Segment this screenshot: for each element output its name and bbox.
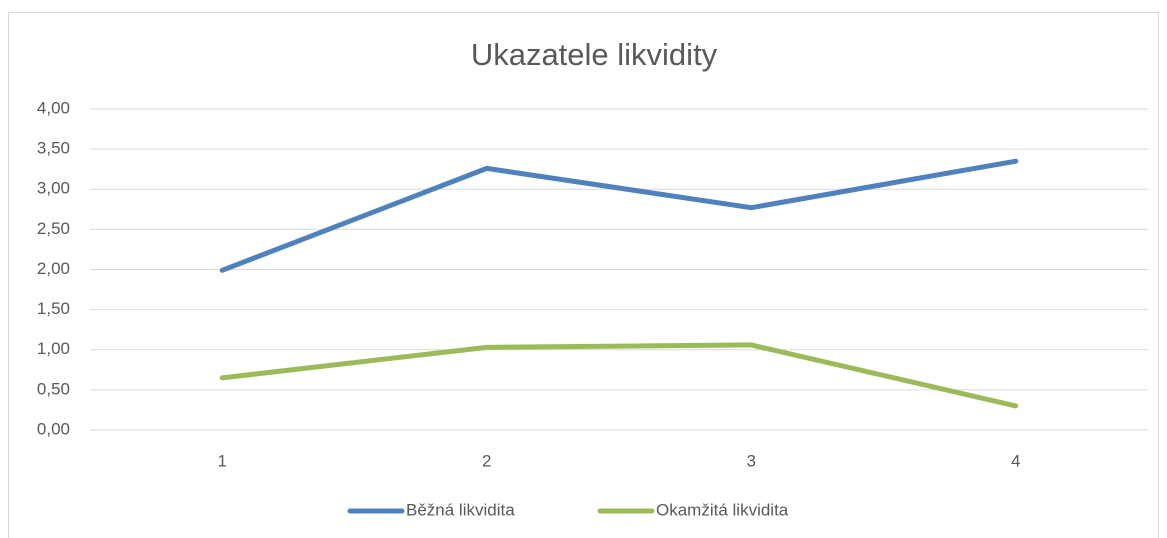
y-tick-label: 1,50 (37, 299, 70, 318)
x-tick-label: 3 (747, 451, 756, 470)
y-tick-label: 0,00 (37, 419, 70, 438)
series-line (219, 158, 1019, 273)
y-tick-label: 0,50 (37, 379, 70, 398)
x-tick-label: 2 (482, 451, 491, 470)
chart-title: Ukazatele likvidity (471, 37, 718, 72)
y-tick-label: 3,00 (37, 179, 70, 198)
y-tick-label: 2,50 (37, 219, 70, 238)
series-line (219, 342, 1019, 409)
y-tick-label: 1,00 (37, 339, 70, 358)
x-tick-label: 4 (1011, 451, 1020, 470)
y-tick-label: 4,00 (37, 98, 70, 117)
y-tick-label: 3,50 (37, 139, 70, 158)
y-tick-label: 2,00 (37, 259, 70, 278)
chart-frame (8, 12, 1159, 538)
legend-label: Běžná likvidita (406, 500, 515, 519)
x-tick-label: 1 (218, 451, 227, 470)
legend-label: Okamžitá likvidita (656, 500, 789, 519)
